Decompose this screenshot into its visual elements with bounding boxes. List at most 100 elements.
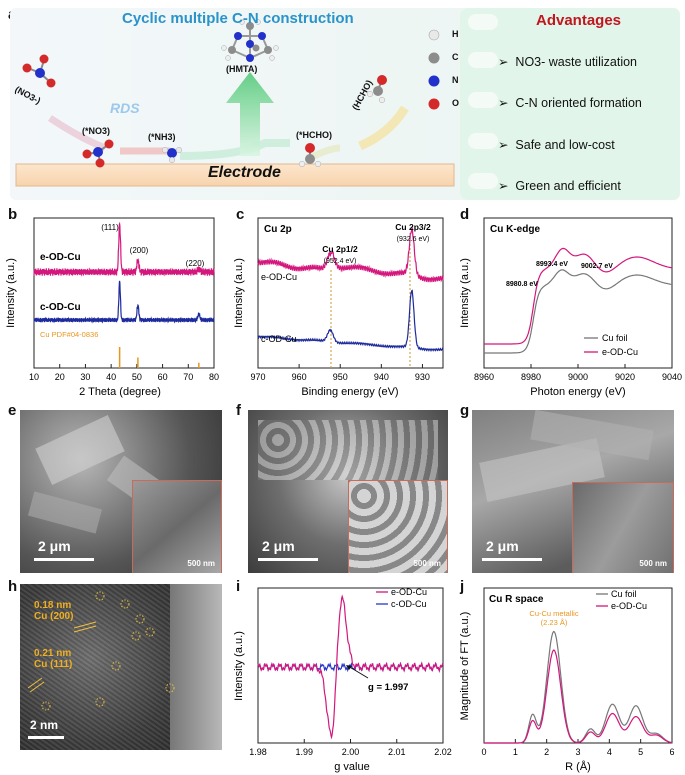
hcho-free-molecule [366, 75, 387, 104]
chart-d: 8960 8980 9000 9020 9040 Cu K-edge 8980.8 eV… [459, 217, 682, 398]
legend-h-atom [428, 29, 440, 41]
advantage-text: Safe and low-cost [515, 138, 615, 152]
chart-b-xtick-label: 30 [80, 372, 90, 382]
chart-c-xtick-label: 940 [374, 372, 389, 382]
chart-d-xtick-label: 9040 [662, 372, 682, 382]
no3-ads-label: (*NO3) [82, 126, 111, 136]
hmta-molecule [221, 19, 279, 62]
panel-a-scheme [10, 8, 680, 200]
chart-b-xtick-label: 40 [106, 372, 116, 382]
scale-label-inset-g: 500 nm [639, 559, 667, 568]
chart-j-legend-e-od-cu: e-OD-Cu [611, 601, 647, 611]
scale-label-inset-e: 500 nm [187, 559, 215, 568]
chart-b-ticks [33, 364, 215, 368]
chart-i: 1.98 1.99 2.00 2.01 2.02 e-OD-Cu c-OD-Cu g =… [233, 587, 452, 773]
chart-i-annot-arrow [347, 665, 369, 679]
chart-j-xtick-label: 1 [513, 747, 518, 757]
chart-c-xtick-label: 950 [333, 372, 348, 382]
chart-i-series-e-od-cu [257, 594, 444, 740]
chart-c-ticks [257, 364, 423, 368]
sem-inset-f: 500 nm [348, 480, 448, 573]
chart-c: 970 960 950 940 930 Cu 2p e-OD-Cu c-OD-Cu Cu… [233, 217, 444, 398]
chart-b-xtick-label: 10 [29, 372, 39, 382]
chart-b-xtick-label: 80 [209, 372, 219, 382]
hrtem-d-spacing-1: 0.18 nm Cu (200) [34, 600, 73, 622]
legend-o-label: O [452, 98, 460, 108]
advantage-text: NO3- waste utilization [515, 55, 637, 69]
chart-c-legend-e-od-cu: e-OD-Cu [261, 272, 297, 282]
chart-j-xtick-label: 3 [575, 747, 580, 757]
hrtem-d2-value: 0.21 nm [34, 648, 72, 659]
chart-d-xtick-label: 8980 [521, 372, 541, 382]
chart-i-xtick-label: 2.00 [342, 747, 360, 757]
advantage-item: ➢ NO3- waste utilization [498, 55, 637, 69]
advantage-item: ➢ Safe and low-cost [498, 138, 615, 152]
chart-j-ylabel: Magnitude of FT (a.u.) [459, 612, 471, 721]
advantage-text: Green and efficient [515, 179, 621, 193]
chart-d-ticks [483, 364, 673, 368]
chart-c-peak1-value: (952.4 eV) [324, 258, 357, 265]
chart-c-xlabel: Binding energy (eV) [301, 386, 398, 398]
chart-b-peak-200: (200) [130, 246, 149, 255]
scale-bar-f [258, 558, 318, 561]
scale-bar-e [34, 558, 94, 561]
chart-c-series-e-od-cu [257, 227, 444, 283]
chart-c-ticklabels: 970 960 950 940 930 [250, 372, 429, 382]
scale-label-h: 2 nm [30, 718, 59, 732]
chart-d-ticklabels: 8960 8980 9000 9020 9040 [474, 372, 682, 382]
chart-j-title: Cu R space [489, 594, 544, 605]
advantage-text: C-N oriented formation [515, 96, 642, 110]
chart-j-xlabel: R (Å) [565, 760, 591, 773]
chart-i-ticklabels: 1.98 1.99 2.00 2.01 2.02 [249, 747, 452, 757]
legend-c-atom [428, 52, 440, 64]
chart-b-legend-c-od-cu: c-OD-Cu [40, 302, 81, 313]
chart-c-peak2: Cu 2p3/2 [395, 222, 431, 232]
chart-b-peak-220: (220) [186, 259, 205, 268]
chart-b-ref-lines [118, 347, 200, 368]
chart-c-peak1: Cu 2p1/2 [322, 244, 358, 254]
legend-c-label: C [452, 52, 459, 62]
chart-j-xtick-label: 0 [481, 747, 486, 757]
chart-b-series-c-od-cu [33, 280, 215, 324]
hrtem-d1-plane: Cu (200) [34, 611, 74, 622]
advantages-title: Advantages [536, 12, 622, 29]
chart-j-series-e-od-cu [484, 649, 673, 744]
no3-ads-molecule [82, 139, 114, 168]
panel-a-title: Cyclic multiple C-N construction [122, 10, 354, 27]
advantage-item: ➢ C-N oriented formation [498, 96, 642, 110]
chart-j-xtick-label: 5 [638, 747, 643, 757]
chart-d-legend-e-od-cu: e-OD-Cu [602, 347, 638, 357]
chart-c-ylabel: Intensity (a.u.) [233, 258, 245, 328]
chart-c-series-c-od-cu [257, 289, 444, 352]
panel-label-h: h [8, 578, 18, 595]
chart-i-xtick-label: 1.99 [295, 747, 313, 757]
chart-d-ylabel: Intensity (a.u.) [459, 258, 471, 328]
no3-free-molecule [22, 54, 56, 88]
chart-j-ticklabels: 0 1 2 3 4 5 6 [481, 747, 674, 757]
chart-i-legend-e-od-cu: e-OD-Cu [391, 587, 427, 597]
hmta-label: (HMTA) [226, 64, 258, 74]
sem-image-f: 500 nm 2 μm [248, 410, 448, 573]
chart-b-xtick-label: 70 [183, 372, 193, 382]
chart-i-legend-c-od-cu: c-OD-Cu [391, 599, 427, 609]
sem-inset-g: 500 nm [572, 482, 674, 573]
chart-d-series-e-od-cu [484, 247, 673, 345]
legend-o-atom [428, 98, 440, 110]
chart-d-annot-2: 8993.4 eV [536, 261, 568, 268]
panel-label-e: e [8, 402, 17, 419]
chart-j: 0 1 2 3 4 5 6 Cu R space Cu-Cu metallic (2.23 … [459, 587, 675, 773]
hmta-arrow [226, 72, 274, 156]
chart-b-legend-ref: Cu PDF#04-0836 [40, 330, 98, 339]
chart-d-series-cu-foil [484, 269, 673, 354]
hrtem-d-spacing-2: 0.21 nm Cu (111) [34, 648, 72, 670]
legend-n-atom [428, 75, 440, 87]
chart-c-legend-c-od-cu: c-OD-Cu [261, 334, 297, 344]
electrode-label: Electrode [208, 164, 281, 181]
chart-c-xtick-label: 960 [292, 372, 307, 382]
chart-c-xtick-label: 970 [250, 372, 265, 382]
chart-j-annotation-value: (2.23 Å) [541, 618, 568, 627]
chart-b-legend-e-od-cu: e-OD-Cu [40, 252, 81, 263]
chart-d-xtick-label: 9020 [615, 372, 635, 382]
chart-b-xtick-label: 20 [55, 372, 65, 382]
legend-n-label: N [452, 75, 459, 85]
